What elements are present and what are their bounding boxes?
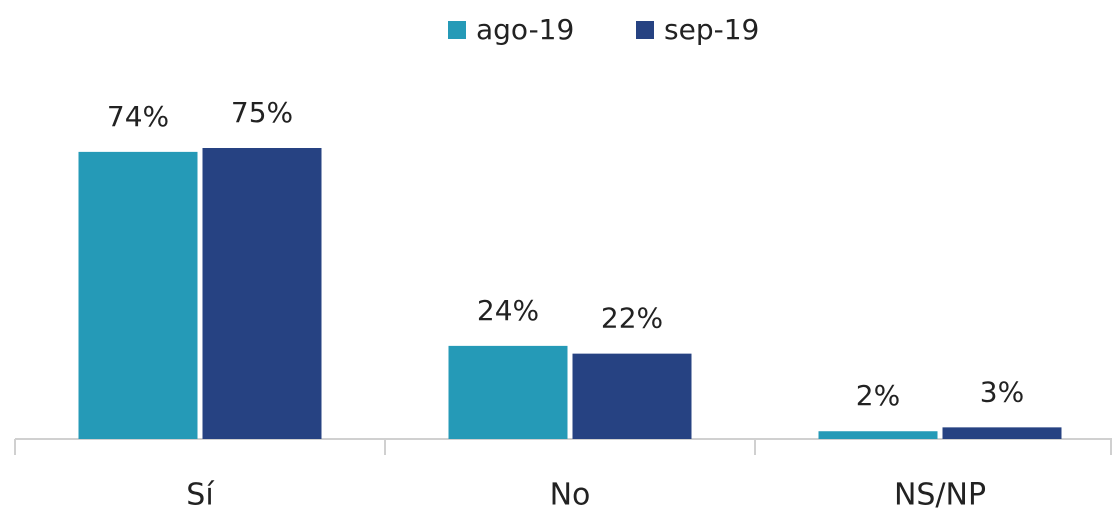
data-label: 3% [980,375,1024,408]
x-tick-label: NS/NP [894,478,986,512]
bar [202,148,322,439]
bar [448,345,568,439]
bar [572,353,692,439]
legend-label: ago-19 [476,13,574,46]
data-label: 2% [856,379,900,412]
data-label: 75% [231,96,293,129]
bar [942,427,1062,439]
data-label: 74% [107,100,169,133]
x-tick-label: Sí [186,478,215,512]
data-label: 22% [601,302,663,335]
bar [818,431,938,439]
bar [78,151,198,439]
legend-swatch [448,21,466,39]
data-label: 24% [477,294,539,327]
x-tick-label: No [550,478,591,512]
legend-swatch [636,21,654,39]
legend-label: sep-19 [664,13,759,46]
